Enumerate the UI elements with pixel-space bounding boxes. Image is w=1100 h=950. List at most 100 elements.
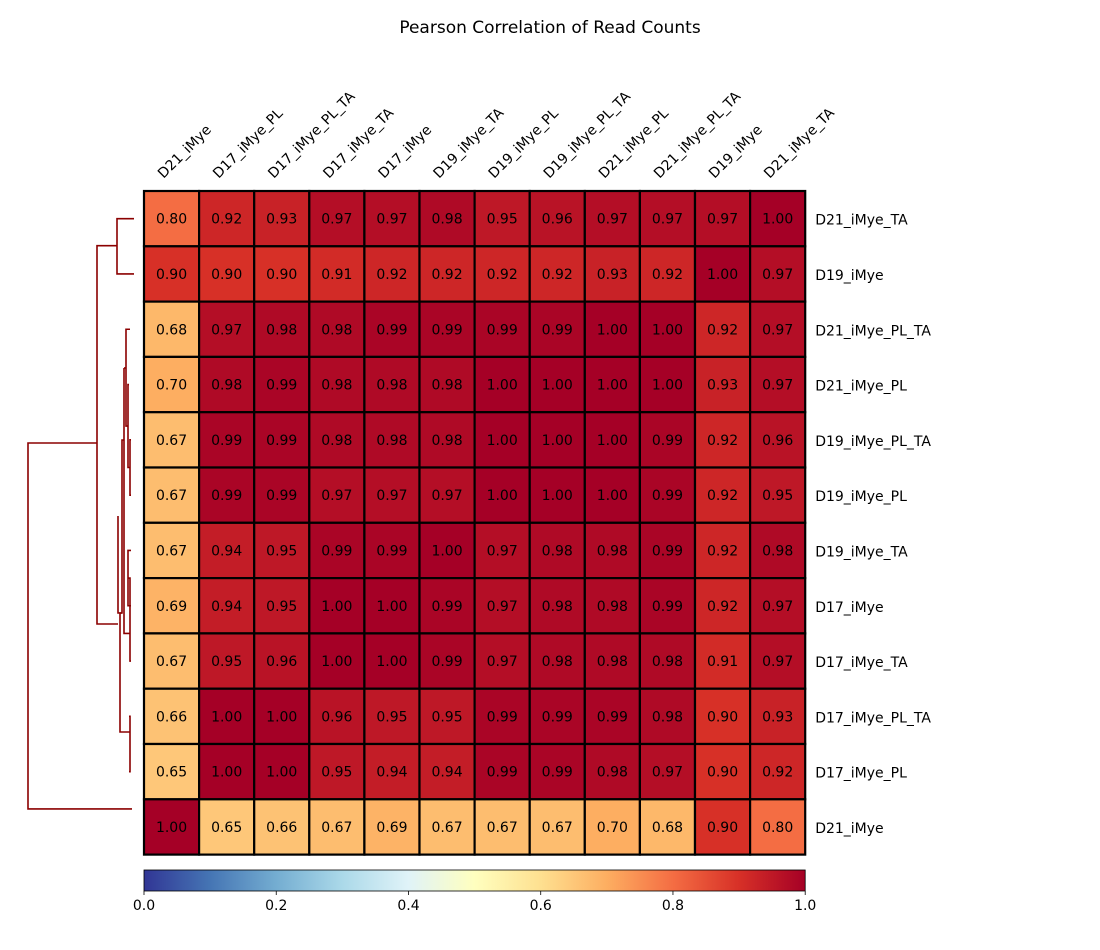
cell-value-label: 0.65 [156, 765, 187, 781]
cell-value-label: 0.99 [487, 709, 518, 725]
heatmap-cell [308, 245, 366, 303]
cell-value-label: 0.97 [487, 599, 518, 615]
cell-value-label: 0.90 [707, 709, 738, 725]
cell-value-label: 0.99 [266, 433, 297, 449]
cell-value-label: 0.98 [321, 322, 352, 338]
cell-value-label: 0.99 [487, 322, 518, 338]
column-label: D21_iMye [155, 122, 215, 182]
cell-value-label: 0.67 [156, 488, 187, 504]
colorbar-tick-label: 0.4 [397, 898, 419, 914]
cell-value-label: 0.98 [266, 322, 297, 338]
heatmap-cell [418, 798, 476, 856]
column-labels: D21_iMyeD17_iMye_PLD17_iMye_PL_TAD17_iMy… [155, 88, 838, 181]
cell-value-label: 0.98 [597, 765, 628, 781]
cell-value-label: 0.96 [762, 433, 793, 449]
cell-value-label: 0.97 [762, 322, 793, 338]
cell-value-label: 0.98 [597, 543, 628, 559]
heatmap-cell [638, 521, 697, 580]
heatmap-cell [363, 521, 421, 580]
dendrogram-branch [125, 328, 130, 427]
dendrogram-branch [128, 577, 131, 662]
cell-value-label: 0.70 [156, 378, 187, 394]
cell-value-label: 0.67 [156, 433, 187, 449]
chart-title: Pearson Correlation of Read Counts [399, 18, 700, 38]
cell-value-label: 1.00 [376, 654, 407, 670]
cell-value-label: 0.90 [211, 267, 242, 283]
heatmap-cell [142, 798, 201, 856]
heatmap-cell [142, 411, 201, 469]
colorbar-gradient [143, 869, 806, 892]
cell-value-label: 0.99 [431, 322, 462, 338]
heatmap-cell [748, 521, 807, 580]
heatmap-cell [638, 245, 697, 303]
heatmap-cell [583, 798, 641, 856]
heatmap-cell [253, 798, 311, 856]
heatmap-cell [473, 687, 531, 746]
heatmap-cells: 0.80 0.92 0.93 0.97 0.97 0.98 0.95 0.96 0.97 0.97… [142, 189, 807, 856]
cell-value-label: 0.96 [321, 709, 352, 725]
cell-value-label: 1.00 [597, 433, 628, 449]
cell-value-label: 0.97 [376, 488, 407, 504]
cell-value-label: 0.65 [211, 820, 242, 836]
heatmap-cell [308, 411, 366, 469]
heatmap-cell [693, 687, 752, 746]
cell-value-label: 1.00 [762, 212, 793, 228]
heatmap-cell [748, 798, 807, 856]
cell-value-label: 0.90 [707, 765, 738, 781]
cell-value-label: 0.99 [376, 322, 407, 338]
row-dendrogram [27, 217, 134, 810]
cell-value-label: 0.92 [542, 267, 573, 283]
cell-value-label: 0.99 [652, 433, 683, 449]
column-label: D21_iMye_TA [761, 105, 838, 182]
heatmap-cell [198, 632, 256, 690]
heatmap-cell [142, 521, 201, 580]
cell-value-label: 0.80 [762, 820, 793, 836]
heatmap-cell [748, 466, 807, 524]
heatmap-cell [308, 632, 366, 690]
cell-value-label: 0.92 [707, 543, 738, 559]
cell-value-label: 0.96 [266, 654, 297, 670]
cell-value-label: 0.66 [266, 820, 297, 836]
cell-value-label: 1.00 [156, 820, 187, 836]
heatmap-cell [473, 632, 531, 690]
cell-value-label: 0.92 [707, 433, 738, 449]
column-label: D17_iMye [375, 122, 435, 182]
row-label: D21_iMye [815, 821, 883, 837]
cell-value-label: 0.95 [431, 709, 462, 725]
cell-value-label: 1.00 [652, 378, 683, 394]
cell-value-label: 1.00 [542, 378, 573, 394]
cell-value-label: 0.97 [321, 488, 352, 504]
heatmap-cell [253, 632, 311, 690]
cell-value-label: 0.98 [762, 543, 793, 559]
heatmap-cell [253, 245, 311, 303]
cell-value-label: 0.97 [431, 488, 462, 504]
cell-value-label: 1.00 [487, 433, 518, 449]
cell-value-label: 0.67 [156, 543, 187, 559]
cell-value-label: 0.97 [487, 543, 518, 559]
colorbar-tick-label: 0.0 [133, 898, 155, 914]
heatmap-cell [693, 355, 752, 414]
heatmap-cell [198, 411, 256, 469]
cell-value-label: 0.94 [376, 765, 407, 781]
cell-value-label: 0.98 [431, 212, 462, 228]
cell-value-label: 0.92 [707, 322, 738, 338]
colorbar-tick-label: 0.2 [265, 898, 287, 914]
heatmap-cell [693, 521, 752, 580]
cell-value-label: 0.99 [431, 599, 462, 615]
cell-value-label: 0.98 [542, 543, 573, 559]
cell-value-label: 1.00 [321, 654, 352, 670]
cell-value-label: 0.93 [707, 378, 738, 394]
dendrogram-branch [96, 244, 118, 625]
cell-value-label: 1.00 [487, 488, 518, 504]
heatmap-cell [418, 300, 476, 359]
cell-value-label: 0.92 [431, 267, 462, 283]
heatmap-cell [253, 189, 311, 248]
cell-value-label: 0.92 [652, 267, 683, 283]
row-label: D19_iMye [815, 268, 883, 284]
heatmap-cell [198, 300, 256, 359]
cell-value-label: 0.99 [487, 765, 518, 781]
row-label: D21_iMye_PL_TA [815, 323, 931, 339]
colorbar-tick-label: 0.6 [530, 898, 552, 914]
cell-value-label: 1.00 [431, 543, 462, 559]
